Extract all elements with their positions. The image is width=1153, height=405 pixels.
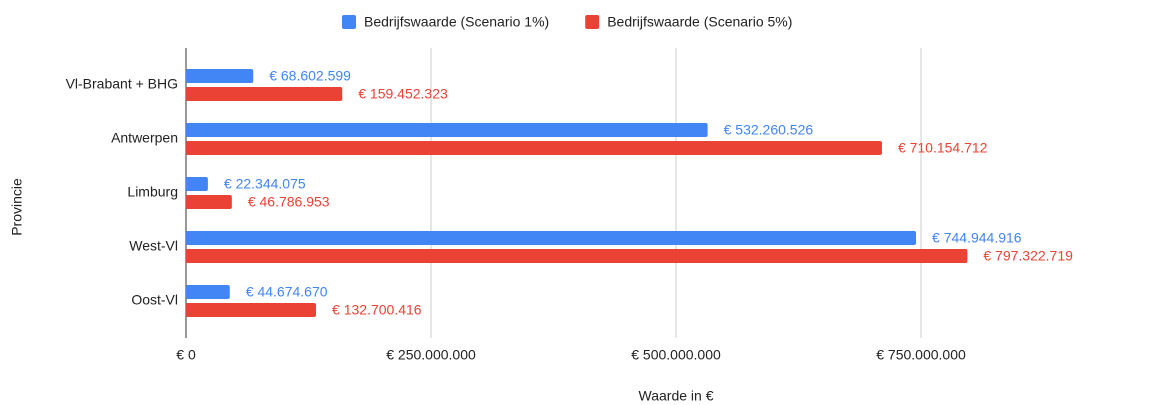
x-tick-label: € 0 [176, 347, 196, 363]
value-label: € 68.602.599 [269, 68, 351, 84]
legend-label: Bedrijfswaarde (Scenario 5%) [607, 14, 792, 30]
y-tick-label: Antwerpen [111, 130, 178, 146]
value-label: € 132.700.416 [332, 302, 422, 318]
bar [186, 303, 317, 317]
legend-swatch [585, 15, 600, 29]
y-tick-label: Oost-Vl [131, 292, 178, 308]
value-label: € 44.674.670 [246, 284, 328, 300]
value-label: € 46.786.953 [248, 194, 330, 210]
bar [186, 141, 882, 155]
y-axis-title: Provincie [9, 178, 25, 236]
y-tick-label: Vl-Brabant + BHG [66, 76, 178, 92]
legend-label: Bedrijfswaarde (Scenario 1%) [364, 14, 549, 30]
legend-swatch [342, 15, 356, 29]
value-label: € 22.344.075 [224, 176, 306, 192]
y-tick-label: West-Vl [129, 238, 178, 254]
value-label: € 744.944.916 [932, 230, 1022, 246]
x-tick-label: € 500.000.000 [631, 347, 721, 363]
x-tick-label: € 750.000.000 [876, 347, 966, 363]
bar [186, 195, 232, 209]
bar [186, 69, 254, 83]
value-label: € 532.260.526 [724, 122, 814, 138]
bar [186, 177, 208, 191]
x-tick-label: € 250.000.000 [386, 347, 476, 363]
value-label: € 797.322.719 [983, 248, 1073, 264]
bar [186, 249, 968, 263]
x-axis-title: Waarde in € [639, 388, 714, 404]
y-tick-label: Limburg [127, 184, 178, 200]
bar [186, 285, 230, 299]
value-label: € 159.452.323 [358, 86, 448, 102]
value-label: € 710.154.712 [898, 140, 988, 156]
bar [186, 87, 343, 101]
bar [186, 231, 917, 245]
bar [186, 123, 708, 137]
